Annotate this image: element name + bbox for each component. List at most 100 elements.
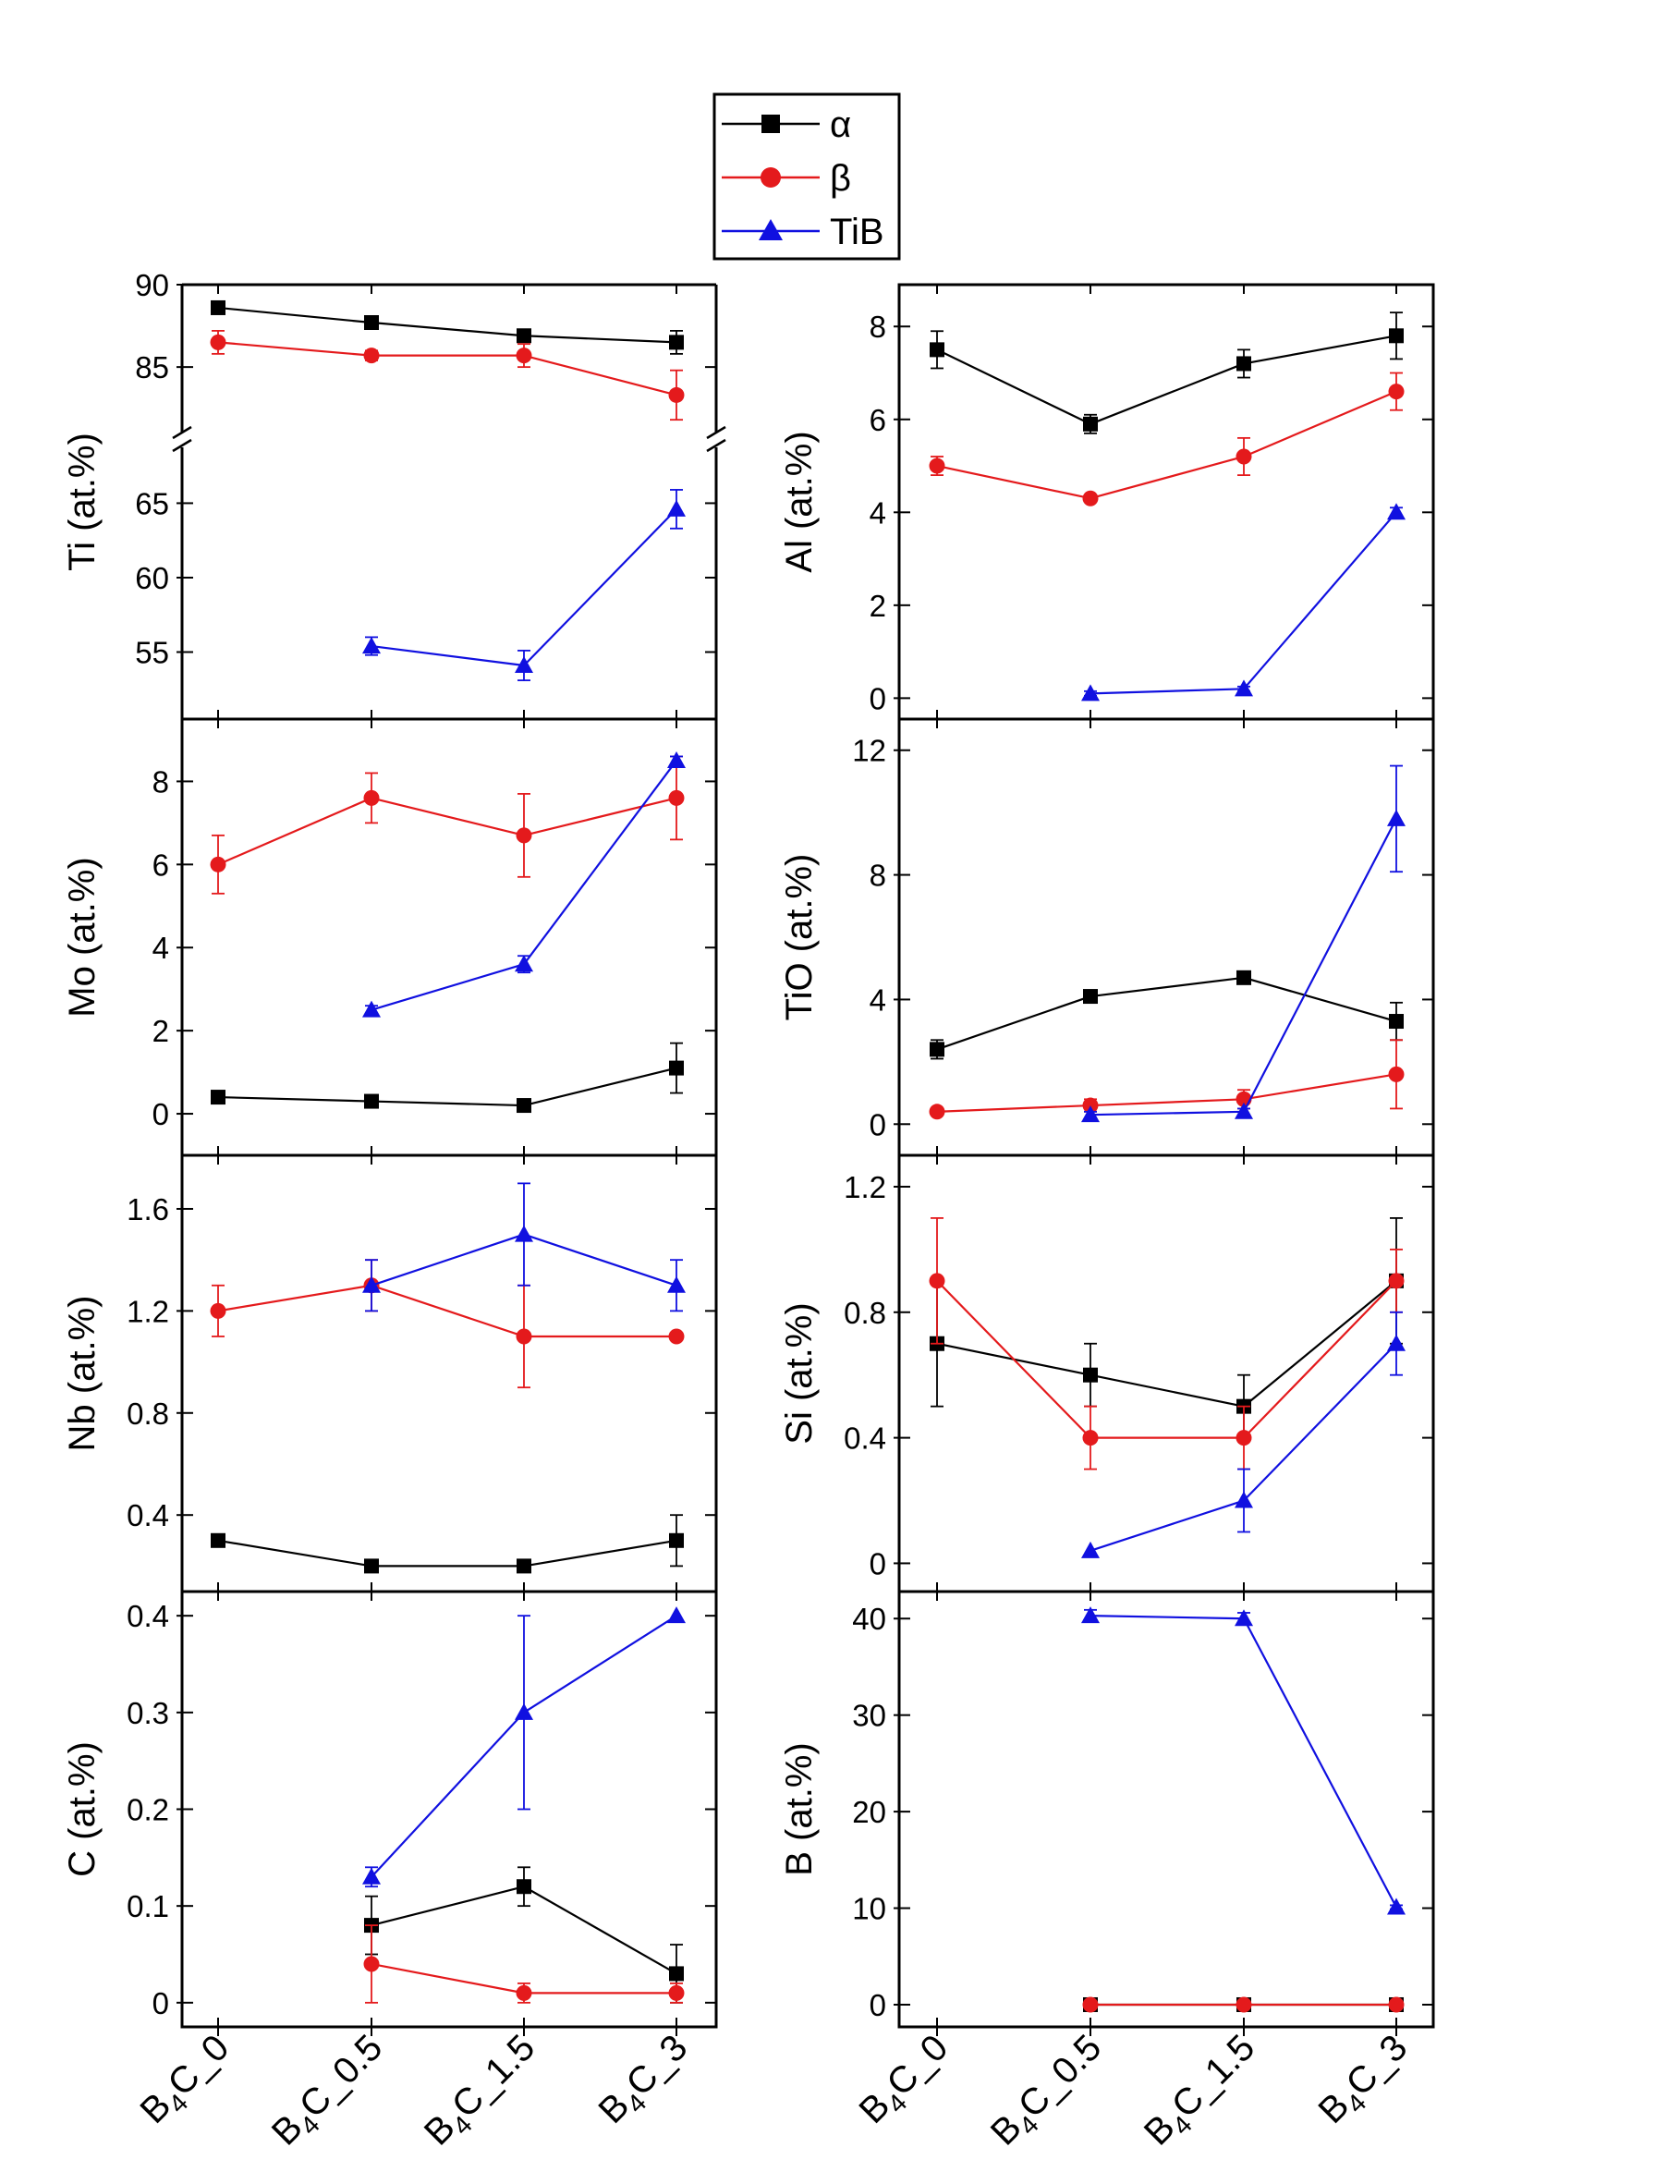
- line-segment-ti-tib: [371, 644, 525, 667]
- line-segment-ti-beta: [523, 354, 677, 397]
- data-point-al-tib: [1235, 679, 1253, 697]
- series-mo-beta: [210, 755, 685, 895]
- line-segment-c-tib: [523, 1615, 677, 1714]
- line-segment-nb-beta: [371, 1284, 525, 1338]
- line-segment-nb-alpha: [523, 1539, 677, 1568]
- line-segment-si-beta: [936, 1280, 1091, 1439]
- data-point-mo-beta: [363, 789, 380, 806]
- y-tick-label-ti: 60: [135, 561, 169, 595]
- line-segment-tio-beta: [1243, 1073, 1397, 1101]
- line-segment-ti-alpha: [371, 321, 525, 337]
- legend-entry-alpha: α: [722, 104, 851, 145]
- data-point-b-beta: [1388, 1996, 1405, 2013]
- series-mo-tib: [362, 750, 686, 1018]
- line-segment-ti-alpha: [523, 335, 677, 344]
- y-tick-label-nb: 1.6: [127, 1192, 169, 1226]
- data-point-c-tib: [667, 1606, 686, 1624]
- y-tick-label-ti: 65: [135, 486, 169, 520]
- axis-break-mark: [706, 438, 726, 453]
- panels: 85 90 55 60 65 Ti (at.%) 0 2 4 6 8 Al (at.%) 0 2 4 6 8 Mo…: [62, 268, 1435, 2036]
- data-point-si-beta: [1236, 1430, 1252, 1446]
- line-segment-si-alpha: [1243, 1279, 1397, 1408]
- y-axis-title-nb: Nb (at.%): [62, 1296, 103, 1452]
- data-point-c-beta: [668, 1984, 685, 2001]
- data-point-al-tib: [1081, 684, 1100, 702]
- y-axis-title-mo: Mo (at.%): [62, 857, 103, 1017]
- data-point-al-alpha: [1236, 356, 1251, 372]
- legend: α β TiB: [712, 92, 901, 261]
- legend-entry-tib: TiB: [722, 212, 884, 252]
- data-point-c-beta: [363, 1956, 380, 1972]
- data-point-c-tib: [515, 1702, 533, 1720]
- data-point-al-alpha: [1389, 328, 1404, 344]
- line-segment-al-beta: [1243, 390, 1397, 458]
- y-tick-label-nb: 0.4: [127, 1498, 169, 1532]
- data-point-si-tib: [1235, 1491, 1253, 1508]
- y-tick-label-b: 0: [870, 1988, 886, 2022]
- data-point-nb-alpha: [517, 1558, 531, 1574]
- data-point-mo-alpha: [211, 1090, 225, 1105]
- series-b-tib: [1081, 1606, 1406, 1915]
- y-axis-title-c: C (at.%): [62, 1741, 103, 1877]
- y-tick-label-b: 40: [852, 1602, 886, 1636]
- panel-c: 0 0.1 0.2 0.3 0.4 C (at.%): [62, 1590, 718, 2036]
- data-point-mo-beta: [668, 789, 685, 806]
- data-point-ti-alpha: [211, 299, 225, 315]
- series-mo-alpha: [211, 1042, 684, 1114]
- series-si-tib: [1081, 1311, 1406, 1558]
- data-point-b-tib: [1387, 1897, 1406, 1915]
- data-point-b-beta: [1082, 1996, 1099, 2013]
- data-point-nb-beta: [668, 1328, 685, 1345]
- data-point-tio-alpha: [1236, 970, 1251, 985]
- y-tick-label-b: 10: [852, 1892, 886, 1926]
- data-point-b-beta: [1236, 1996, 1252, 2013]
- line-segment-mo-alpha: [523, 1067, 677, 1107]
- y-tick-label-ti: 90: [135, 268, 169, 302]
- line-segment-tio-alpha: [1090, 976, 1245, 998]
- series-b-beta: [1082, 1996, 1405, 2013]
- series-ti-tib: [362, 489, 686, 682]
- y-axis-title-b: B (at.%): [779, 1742, 820, 1875]
- line-segment-si-alpha: [1090, 1373, 1245, 1408]
- y-tick-label-mo: 0: [152, 1097, 169, 1131]
- series-tio-beta: [929, 1039, 1405, 1120]
- line-segment-mo-beta: [523, 797, 677, 836]
- series-al-alpha: [930, 311, 1404, 434]
- data-point-nb-tib: [515, 1225, 533, 1242]
- axis-break-mark: [706, 425, 726, 440]
- panel-mo: 0 2 4 6 8 Mo (at.%): [62, 717, 718, 1157]
- data-point-nb-alpha: [364, 1558, 379, 1574]
- y-tick-label-tio: 4: [870, 982, 886, 1017]
- series-nb-alpha: [211, 1514, 684, 1574]
- data-point-tio-beta: [1388, 1066, 1405, 1082]
- data-point-b-tib: [1235, 1609, 1253, 1627]
- y-tick-label-c: 0.2: [127, 1793, 169, 1827]
- y-tick-label-mo: 6: [152, 848, 169, 882]
- y-tick-label-si: 0: [870, 1546, 886, 1580]
- data-point-si-tib: [1387, 1334, 1406, 1351]
- data-point-nb-alpha: [669, 1532, 684, 1548]
- line-segment-c-tib: [371, 1712, 525, 1878]
- data-point-al-beta: [1388, 384, 1405, 400]
- series-ti-alpha: [211, 299, 684, 355]
- data-point-si-beta: [929, 1273, 945, 1289]
- series-tio-alpha: [930, 970, 1404, 1060]
- data-point-ti-alpha: [364, 315, 379, 330]
- y-tick-label-c: 0.3: [127, 1696, 169, 1730]
- line-segment-c-beta: [371, 1962, 525, 1995]
- data-point-al-beta: [1236, 448, 1252, 465]
- y-tick-label-c: 0.4: [127, 1599, 169, 1633]
- legend-label-beta: β: [830, 158, 851, 199]
- line-segment-b-tib: [1243, 1617, 1397, 1909]
- line-segment-ti-tib: [523, 508, 677, 666]
- legend-entry-beta: β: [722, 158, 851, 199]
- y-axis-title-ti: Ti (at.%): [62, 433, 103, 571]
- legend-marker-tib: [759, 219, 783, 240]
- data-point-nb-alpha: [211, 1532, 225, 1548]
- line-segment-al-beta: [936, 464, 1091, 500]
- data-point-nb-beta: [516, 1328, 532, 1345]
- legend-marker-alpha: [761, 115, 780, 133]
- panel-al: 0 2 4 6 8 Al (at.%): [779, 283, 1435, 721]
- line-segment-al-tib: [1090, 688, 1245, 695]
